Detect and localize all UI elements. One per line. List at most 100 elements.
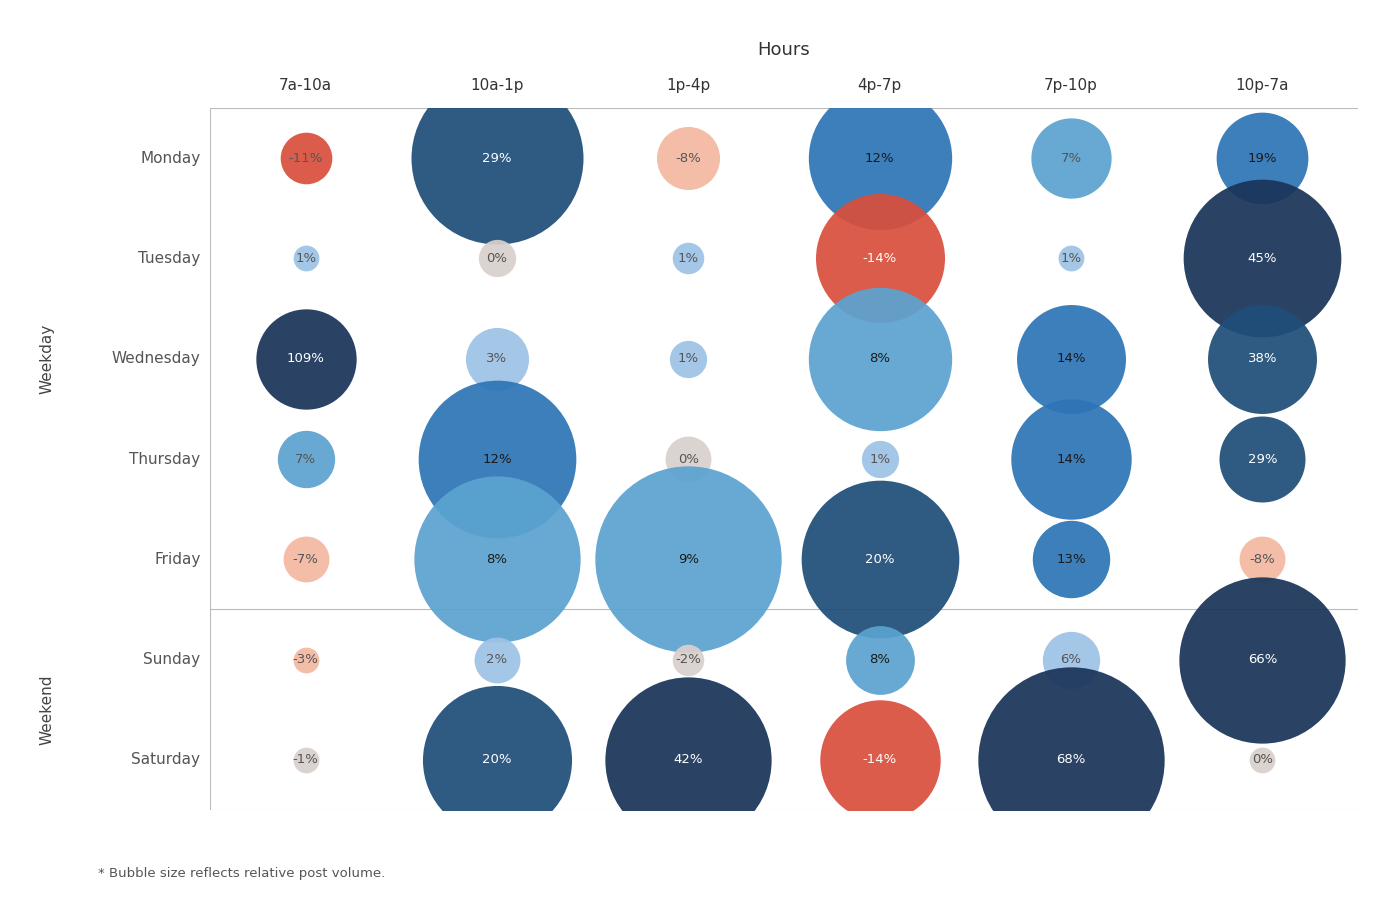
Text: -14%: -14%: [862, 252, 897, 265]
Point: [1252, 352, 1274, 366]
Text: 45%: 45%: [1247, 252, 1277, 265]
Point: [868, 352, 890, 366]
Text: -11%: -11%: [288, 151, 323, 165]
Text: 7a-10a: 7a-10a: [279, 78, 332, 94]
Point: [486, 652, 508, 667]
Point: [868, 552, 890, 566]
Text: Hours: Hours: [757, 40, 811, 58]
Text: 68%: 68%: [1057, 753, 1085, 767]
Point: [486, 752, 508, 767]
Point: [868, 151, 890, 166]
Text: 0%: 0%: [1252, 753, 1273, 767]
Point: [486, 452, 508, 466]
Point: [486, 552, 508, 566]
Point: [868, 652, 890, 667]
Point: [678, 352, 700, 366]
Point: [678, 752, 700, 767]
Text: Weekend: Weekend: [39, 674, 55, 745]
Text: 1%: 1%: [678, 352, 699, 365]
Text: -3%: -3%: [293, 653, 319, 666]
Point: [1060, 652, 1082, 667]
Text: Wednesday: Wednesday: [112, 351, 200, 366]
Text: Sunday: Sunday: [143, 652, 200, 667]
Text: Thursday: Thursday: [129, 452, 200, 466]
Point: [294, 552, 316, 566]
Point: [1252, 151, 1274, 166]
Text: Tuesday: Tuesday: [139, 251, 200, 266]
Text: 7p-10p: 7p-10p: [1044, 78, 1098, 94]
Text: 38%: 38%: [1247, 352, 1277, 365]
Point: [294, 352, 316, 366]
Text: 7%: 7%: [295, 453, 316, 465]
Text: Weekday: Weekday: [39, 324, 55, 394]
Text: 109%: 109%: [287, 352, 325, 365]
Text: -8%: -8%: [675, 151, 701, 165]
Text: 12%: 12%: [482, 453, 512, 465]
Point: [1060, 352, 1082, 366]
Text: 1%: 1%: [1060, 252, 1082, 265]
Text: -1%: -1%: [293, 753, 319, 767]
Point: [868, 251, 890, 266]
Text: 12%: 12%: [865, 151, 895, 165]
Point: [678, 151, 700, 166]
Text: 1%: 1%: [295, 252, 316, 265]
Point: [678, 251, 700, 266]
Point: [1252, 752, 1274, 767]
Text: 20%: 20%: [482, 753, 512, 767]
Text: Friday: Friday: [154, 552, 200, 567]
Point: [678, 552, 700, 566]
Text: 9%: 9%: [678, 553, 699, 566]
Point: [678, 652, 700, 667]
Text: 14%: 14%: [1056, 453, 1086, 465]
Text: 10a-1p: 10a-1p: [470, 78, 524, 94]
Text: 1p-4p: 1p-4p: [666, 78, 710, 94]
Text: -8%: -8%: [1249, 553, 1275, 566]
Text: 29%: 29%: [1247, 453, 1277, 465]
Text: 8%: 8%: [869, 653, 890, 666]
Point: [1252, 552, 1274, 566]
Text: 13%: 13%: [1056, 553, 1086, 566]
Text: Saturday: Saturday: [132, 752, 200, 768]
Text: 8%: 8%: [869, 352, 890, 365]
Text: -7%: -7%: [293, 553, 319, 566]
Point: [1060, 251, 1082, 266]
Text: 8%: 8%: [487, 553, 507, 566]
Point: [294, 452, 316, 466]
Point: [1252, 452, 1274, 466]
Text: 1%: 1%: [678, 252, 699, 265]
Point: [1060, 452, 1082, 466]
Point: [868, 752, 890, 767]
Text: 19%: 19%: [1247, 151, 1277, 165]
Text: 10p-7a: 10p-7a: [1236, 78, 1289, 94]
Text: 0%: 0%: [487, 252, 507, 265]
Text: 29%: 29%: [482, 151, 512, 165]
Point: [486, 251, 508, 266]
Point: [1252, 652, 1274, 667]
Point: [294, 251, 316, 266]
Text: -14%: -14%: [862, 753, 897, 767]
Point: [1060, 552, 1082, 566]
Point: [294, 151, 316, 166]
Point: [1252, 251, 1274, 266]
Text: 2%: 2%: [486, 653, 508, 666]
Text: Monday: Monday: [140, 150, 200, 166]
Point: [294, 652, 316, 667]
Text: * Bubble size reflects relative post volume.: * Bubble size reflects relative post vol…: [98, 867, 385, 879]
Text: 1%: 1%: [869, 453, 890, 465]
Text: 6%: 6%: [1061, 653, 1081, 666]
Point: [486, 151, 508, 166]
Text: 7%: 7%: [1060, 151, 1082, 165]
Point: [486, 352, 508, 366]
Point: [868, 452, 890, 466]
Text: 66%: 66%: [1247, 653, 1277, 666]
Point: [678, 452, 700, 466]
Text: 3%: 3%: [486, 352, 508, 365]
Point: [1060, 151, 1082, 166]
Text: 0%: 0%: [678, 453, 699, 465]
Text: 4p-7p: 4p-7p: [858, 78, 902, 94]
Text: 42%: 42%: [673, 753, 703, 767]
Text: -2%: -2%: [675, 653, 701, 666]
Text: 14%: 14%: [1056, 352, 1086, 365]
Point: [1060, 752, 1082, 767]
Point: [294, 752, 316, 767]
